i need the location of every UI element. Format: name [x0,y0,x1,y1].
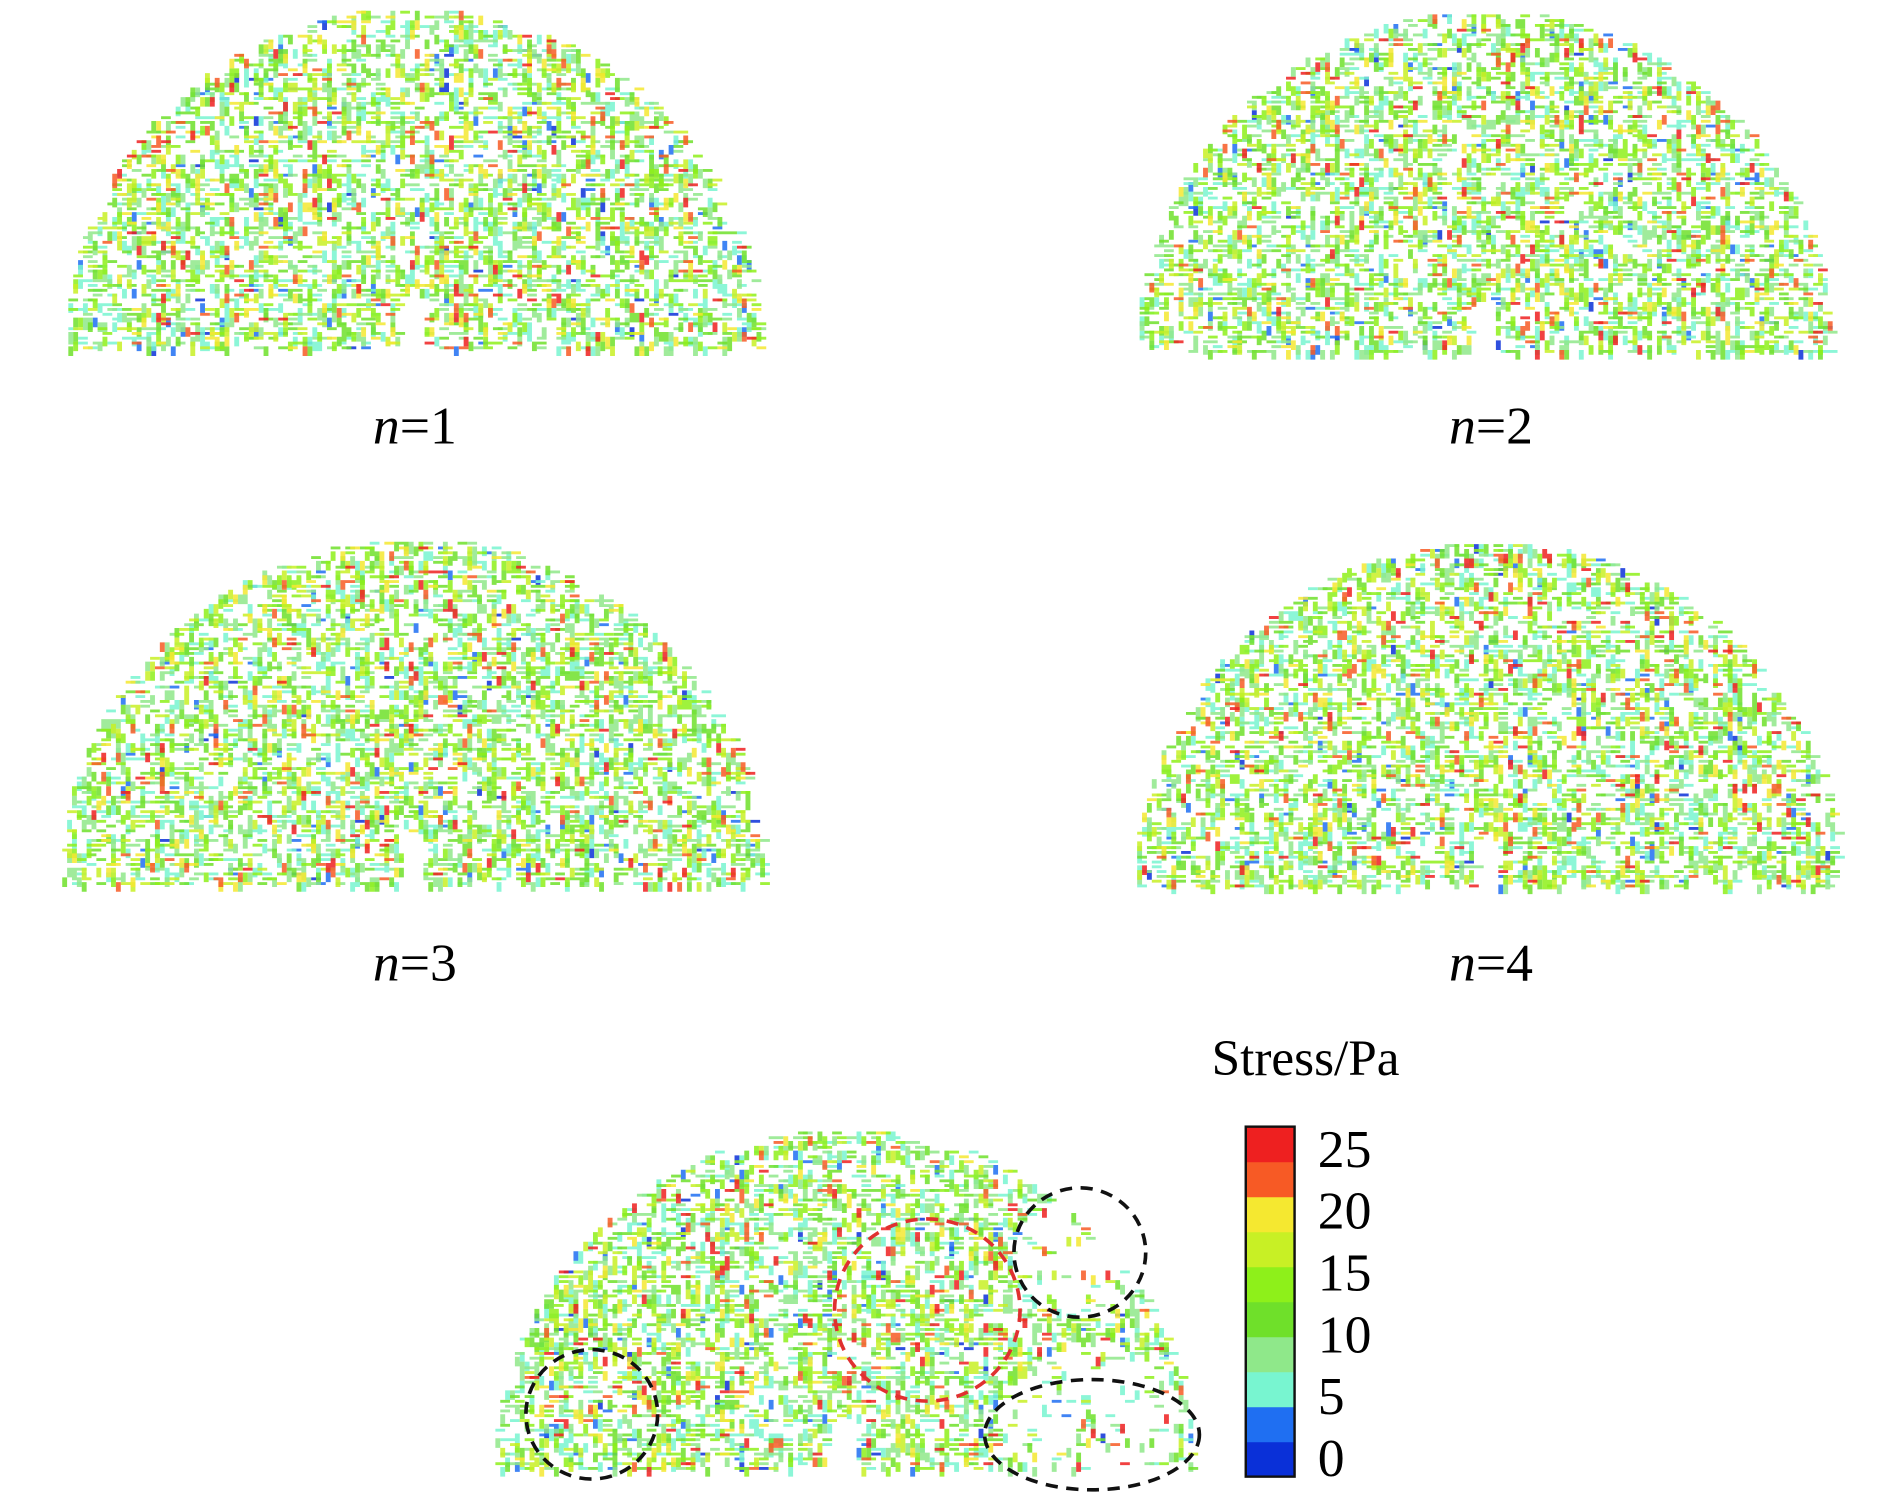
stress-speckle [62,541,766,892]
dashed-circle [1012,1185,1148,1320]
stress-maps [62,10,1845,1477]
colorbar-frame [1244,1125,1296,1478]
stress-speckle [495,1131,1194,1477]
colorbar-band [1245,1266,1295,1303]
stress-speckle [1156,548,1831,890]
stress-speckle [1144,14,1823,360]
stress-speckle [68,10,757,356]
stress-speckle [117,34,757,356]
panel-label: n=3 [373,934,457,992]
colorbar-band [1245,1126,1295,1163]
colorbar-band [1245,1231,1295,1268]
colorbar-band [1245,1161,1295,1198]
colorbar-tick-label: 10 [1318,1306,1372,1364]
stress-speckle [500,1141,1199,1477]
dashed-ellipse [982,1377,1202,1492]
colorbar-title: Stress/Pa [1212,1031,1400,1086]
stress-speckle [68,10,762,356]
colorbar-band [1245,1196,1295,1233]
stress-speckle [495,1131,1189,1477]
stress-speckle [1142,553,1840,890]
colorbar-tick-label: 15 [1318,1244,1372,1302]
colorbar-band [1245,1301,1295,1338]
panel-label: n=1 [373,397,457,455]
colorbar-band [1245,1371,1295,1408]
stress-speckle [68,10,767,352]
panel-label: n=2 [1449,397,1533,455]
stress-speckle [159,575,761,881]
colorbar-tick-label: 5 [1318,1368,1345,1426]
dashed-circle [524,1347,660,1481]
stress-speckle [495,1131,1194,1477]
stress-speckle [62,546,751,892]
colorbar-tick-label: 0 [1318,1429,1345,1487]
highlight-circles [524,1185,1202,1492]
colorbar-band [1245,1336,1295,1373]
stress-speckle [68,10,767,356]
colorbar-band [1245,1441,1295,1478]
colorbar-band [1245,1406,1295,1443]
stress-speckle [1139,14,1838,360]
panel-label: n=4 [1449,934,1533,992]
colorbar-tick-label: 20 [1318,1182,1372,1240]
dashed-circle [832,1217,1022,1403]
colorbar-tick-label: 25 [1318,1120,1372,1178]
stress-speckle [514,1131,1174,1477]
